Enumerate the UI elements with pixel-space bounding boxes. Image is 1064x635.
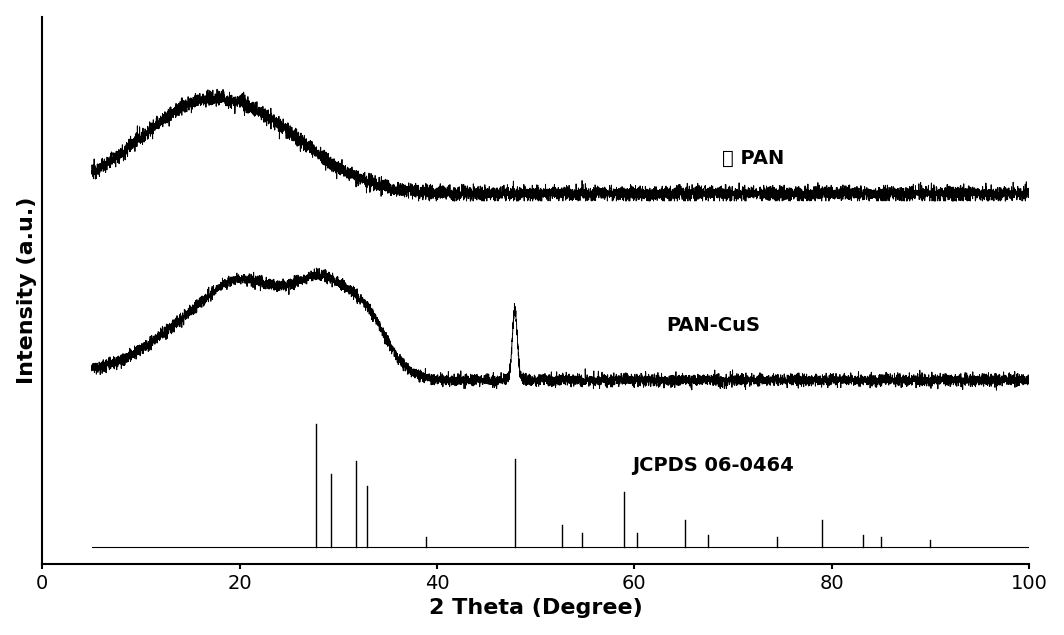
X-axis label: 2 Theta (Degree): 2 Theta (Degree) xyxy=(429,598,643,618)
Text: JCPDS 06-0464: JCPDS 06-0464 xyxy=(632,456,794,475)
Y-axis label: Intensity (a.u.): Intensity (a.u.) xyxy=(17,197,36,384)
Text: PAN-CuS: PAN-CuS xyxy=(666,316,760,335)
Text: 纯 PAN: 纯 PAN xyxy=(721,149,784,168)
